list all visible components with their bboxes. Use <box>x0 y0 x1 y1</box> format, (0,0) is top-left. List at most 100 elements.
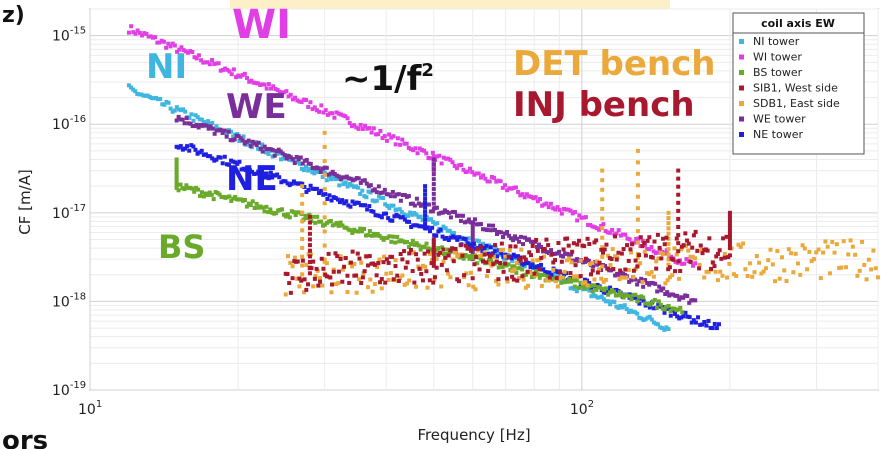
data-point <box>671 257 676 262</box>
data-point <box>400 193 405 198</box>
data-point <box>256 140 261 145</box>
data-point <box>319 103 324 108</box>
data-point <box>410 201 415 206</box>
data-point <box>317 191 322 196</box>
data-point <box>242 197 247 202</box>
data-point <box>320 283 325 288</box>
data-point <box>592 240 597 245</box>
data-point <box>341 182 346 187</box>
data-point <box>338 254 343 259</box>
peak-point <box>322 229 327 234</box>
data-point <box>416 215 421 220</box>
data-point <box>299 278 304 283</box>
data-point <box>486 268 491 273</box>
peak-point <box>431 258 436 263</box>
data-point <box>183 49 188 54</box>
peak-point <box>666 216 671 221</box>
data-point <box>620 305 625 310</box>
data-point <box>645 238 650 243</box>
data-point <box>260 82 265 87</box>
peak-point <box>600 264 605 269</box>
data-point <box>162 102 167 107</box>
data-point <box>185 144 190 149</box>
legend-marker <box>739 85 744 91</box>
data-point <box>535 245 540 250</box>
data-point <box>734 274 739 279</box>
data-point <box>201 119 206 124</box>
data-point <box>511 185 516 190</box>
data-point <box>622 303 627 308</box>
data-point <box>189 112 194 117</box>
data-point <box>474 171 479 176</box>
peak-point <box>666 226 671 231</box>
data-point <box>445 228 450 233</box>
data-point <box>492 249 497 254</box>
data-point <box>548 201 553 206</box>
data-point <box>304 164 309 169</box>
data-point <box>358 191 363 196</box>
data-point <box>426 217 431 222</box>
peak-point <box>174 181 179 186</box>
data-point <box>387 206 392 211</box>
data-point <box>862 262 867 267</box>
data-point <box>581 281 586 286</box>
data-point <box>278 149 283 154</box>
peak-point <box>307 226 312 231</box>
data-point <box>189 143 194 148</box>
data-point <box>224 132 229 137</box>
data-point <box>406 194 411 199</box>
data-point <box>156 97 161 102</box>
data-point <box>212 131 217 136</box>
data-point <box>809 259 814 264</box>
data-point <box>414 284 419 289</box>
data-point <box>320 166 325 171</box>
data-point <box>385 203 390 208</box>
data-point <box>406 245 411 250</box>
data-point <box>640 280 645 285</box>
data-point <box>416 201 421 206</box>
data-point <box>356 277 361 282</box>
data-point <box>300 258 305 263</box>
data-point <box>304 287 309 292</box>
data-point <box>174 118 179 123</box>
data-point <box>427 229 432 234</box>
data-point <box>273 87 278 92</box>
data-point <box>391 134 396 139</box>
data-point <box>523 257 528 262</box>
data-points <box>126 24 880 332</box>
data-point <box>786 247 791 252</box>
data-point <box>461 236 466 241</box>
data-point <box>383 280 388 285</box>
data-point <box>559 253 564 258</box>
slope-annotation-base: ~1/f <box>342 59 423 99</box>
data-point <box>129 24 134 29</box>
data-point <box>623 232 628 237</box>
data-point <box>452 163 457 168</box>
data-point <box>312 166 317 171</box>
data-point <box>350 230 355 235</box>
data-point <box>721 236 726 241</box>
peak-point <box>174 168 179 173</box>
data-point <box>425 285 430 290</box>
peak-point <box>300 272 305 277</box>
x-tick-labels: 101 102 <box>78 399 594 418</box>
data-point <box>560 275 565 280</box>
data-point <box>302 158 307 163</box>
data-point <box>509 256 514 261</box>
data-point <box>606 292 611 297</box>
data-point <box>363 203 368 208</box>
data-point <box>683 310 688 315</box>
data-point <box>211 197 216 202</box>
data-point <box>244 204 249 209</box>
peak-point <box>727 242 732 247</box>
data-point <box>341 113 346 118</box>
data-point <box>340 267 345 272</box>
data-point <box>410 269 415 274</box>
data-point <box>654 259 659 264</box>
data-point <box>839 265 844 270</box>
data-point <box>177 47 182 52</box>
data-point <box>432 275 437 280</box>
annotation-ni: NI <box>146 47 187 87</box>
data-point <box>702 275 707 280</box>
